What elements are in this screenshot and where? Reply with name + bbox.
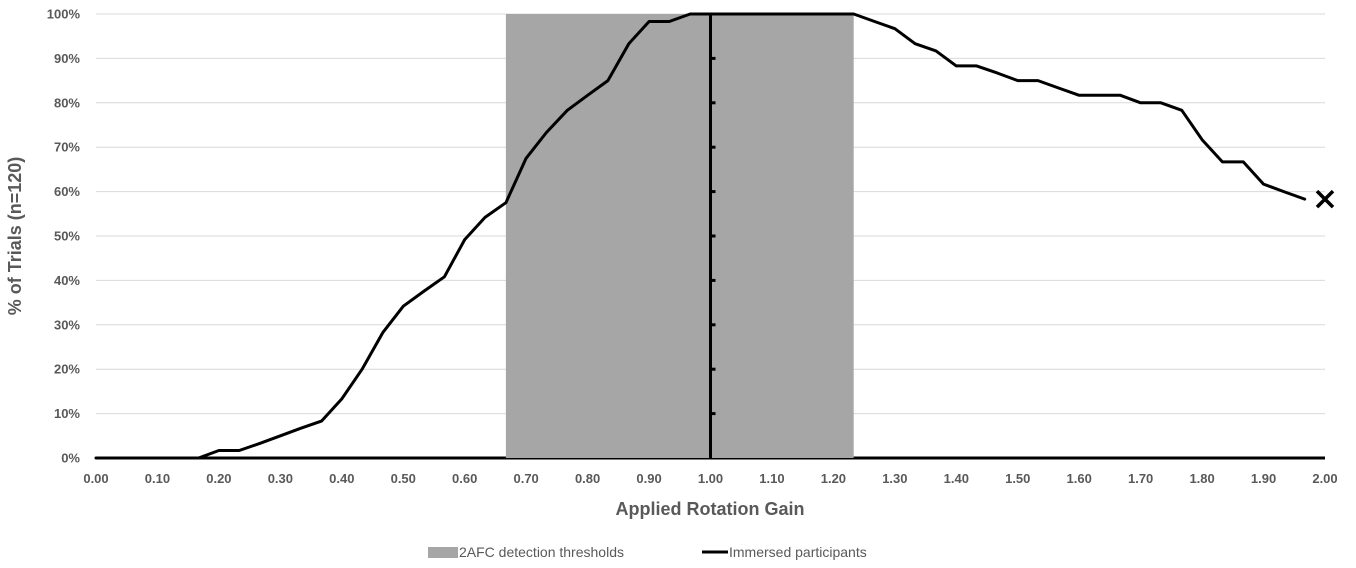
x-tick-label: 0.20 (206, 471, 231, 486)
x-tick-label: 1.60 (1067, 471, 1092, 486)
y-tick-label: 30% (54, 317, 80, 332)
x-tick-label: 1.40 (944, 471, 969, 486)
x-tick-label: 1.80 (1189, 471, 1214, 486)
x-tick-label: 0.90 (636, 471, 661, 486)
end-marker-stroke (1315, 189, 1335, 209)
y-tick-label: 80% (54, 95, 80, 110)
y-tick-label: 50% (54, 229, 80, 244)
series-layer (94, 12, 1335, 460)
x-tick-label: 1.90 (1251, 471, 1276, 486)
x-tick-label: 0.70 (513, 471, 538, 486)
threshold-region-layer (505, 14, 854, 458)
y-tick-label: 60% (54, 184, 80, 199)
x-tick-label: 0.50 (391, 471, 416, 486)
y-tick-label: 20% (54, 362, 80, 377)
y-axis-ticks: 0% 10% 20% 30% 40% 50% 60% 70% 80% 90% 100% (47, 7, 81, 466)
y-tick-label: 40% (54, 273, 80, 288)
y-tick-label: 10% (54, 406, 80, 421)
x-tick-label: 1.20 (821, 471, 846, 486)
legend: 2AFC detection thresholds Immersed parti… (428, 544, 867, 560)
x-tick-label: 0.00 (83, 471, 108, 486)
x-tick-label: 0.40 (329, 471, 354, 486)
x-tick-label: 1.50 (1005, 471, 1030, 486)
x-tick-label: 1.00 (698, 471, 723, 486)
legend-swatch-threshold (428, 547, 458, 558)
legend-label-series: Immersed participants (729, 544, 867, 560)
x-axis-title: Applied Rotation Gain (616, 499, 805, 519)
x-tick-label: 0.60 (452, 471, 477, 486)
x-tick-label: 1.10 (759, 471, 784, 486)
legend-label-threshold: 2AFC detection thresholds (459, 544, 624, 560)
y-tick-label: 100% (47, 7, 81, 22)
end-marker (1315, 189, 1335, 209)
x-tick-label: 1.30 (882, 471, 907, 486)
threshold-region (505, 14, 854, 458)
x-tick-label: 1.70 (1128, 471, 1153, 486)
y-axis-title: % of Trials (n=120) (5, 157, 25, 316)
y-tick-label: 70% (54, 140, 80, 155)
x-axis-ticks: 0.00 0.10 0.20 0.30 0.40 0.50 0.60 0.70 0.80 0.90… (83, 471, 1337, 486)
x-tick-label: 0.30 (268, 471, 293, 486)
y-tick-label: 0% (61, 451, 80, 466)
x-tick-label: 0.10 (145, 471, 170, 486)
y-tick-label: 90% (54, 51, 80, 66)
reference-line-layer (709, 14, 716, 458)
x-tick-label: 0.80 (575, 471, 600, 486)
x-tick-label: 2.00 (1312, 471, 1337, 486)
series-line (94, 12, 1307, 460)
